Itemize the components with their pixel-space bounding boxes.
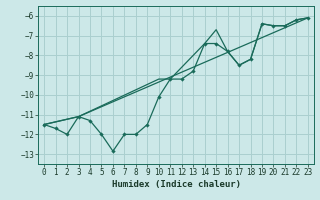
X-axis label: Humidex (Indice chaleur): Humidex (Indice chaleur) [111,180,241,189]
